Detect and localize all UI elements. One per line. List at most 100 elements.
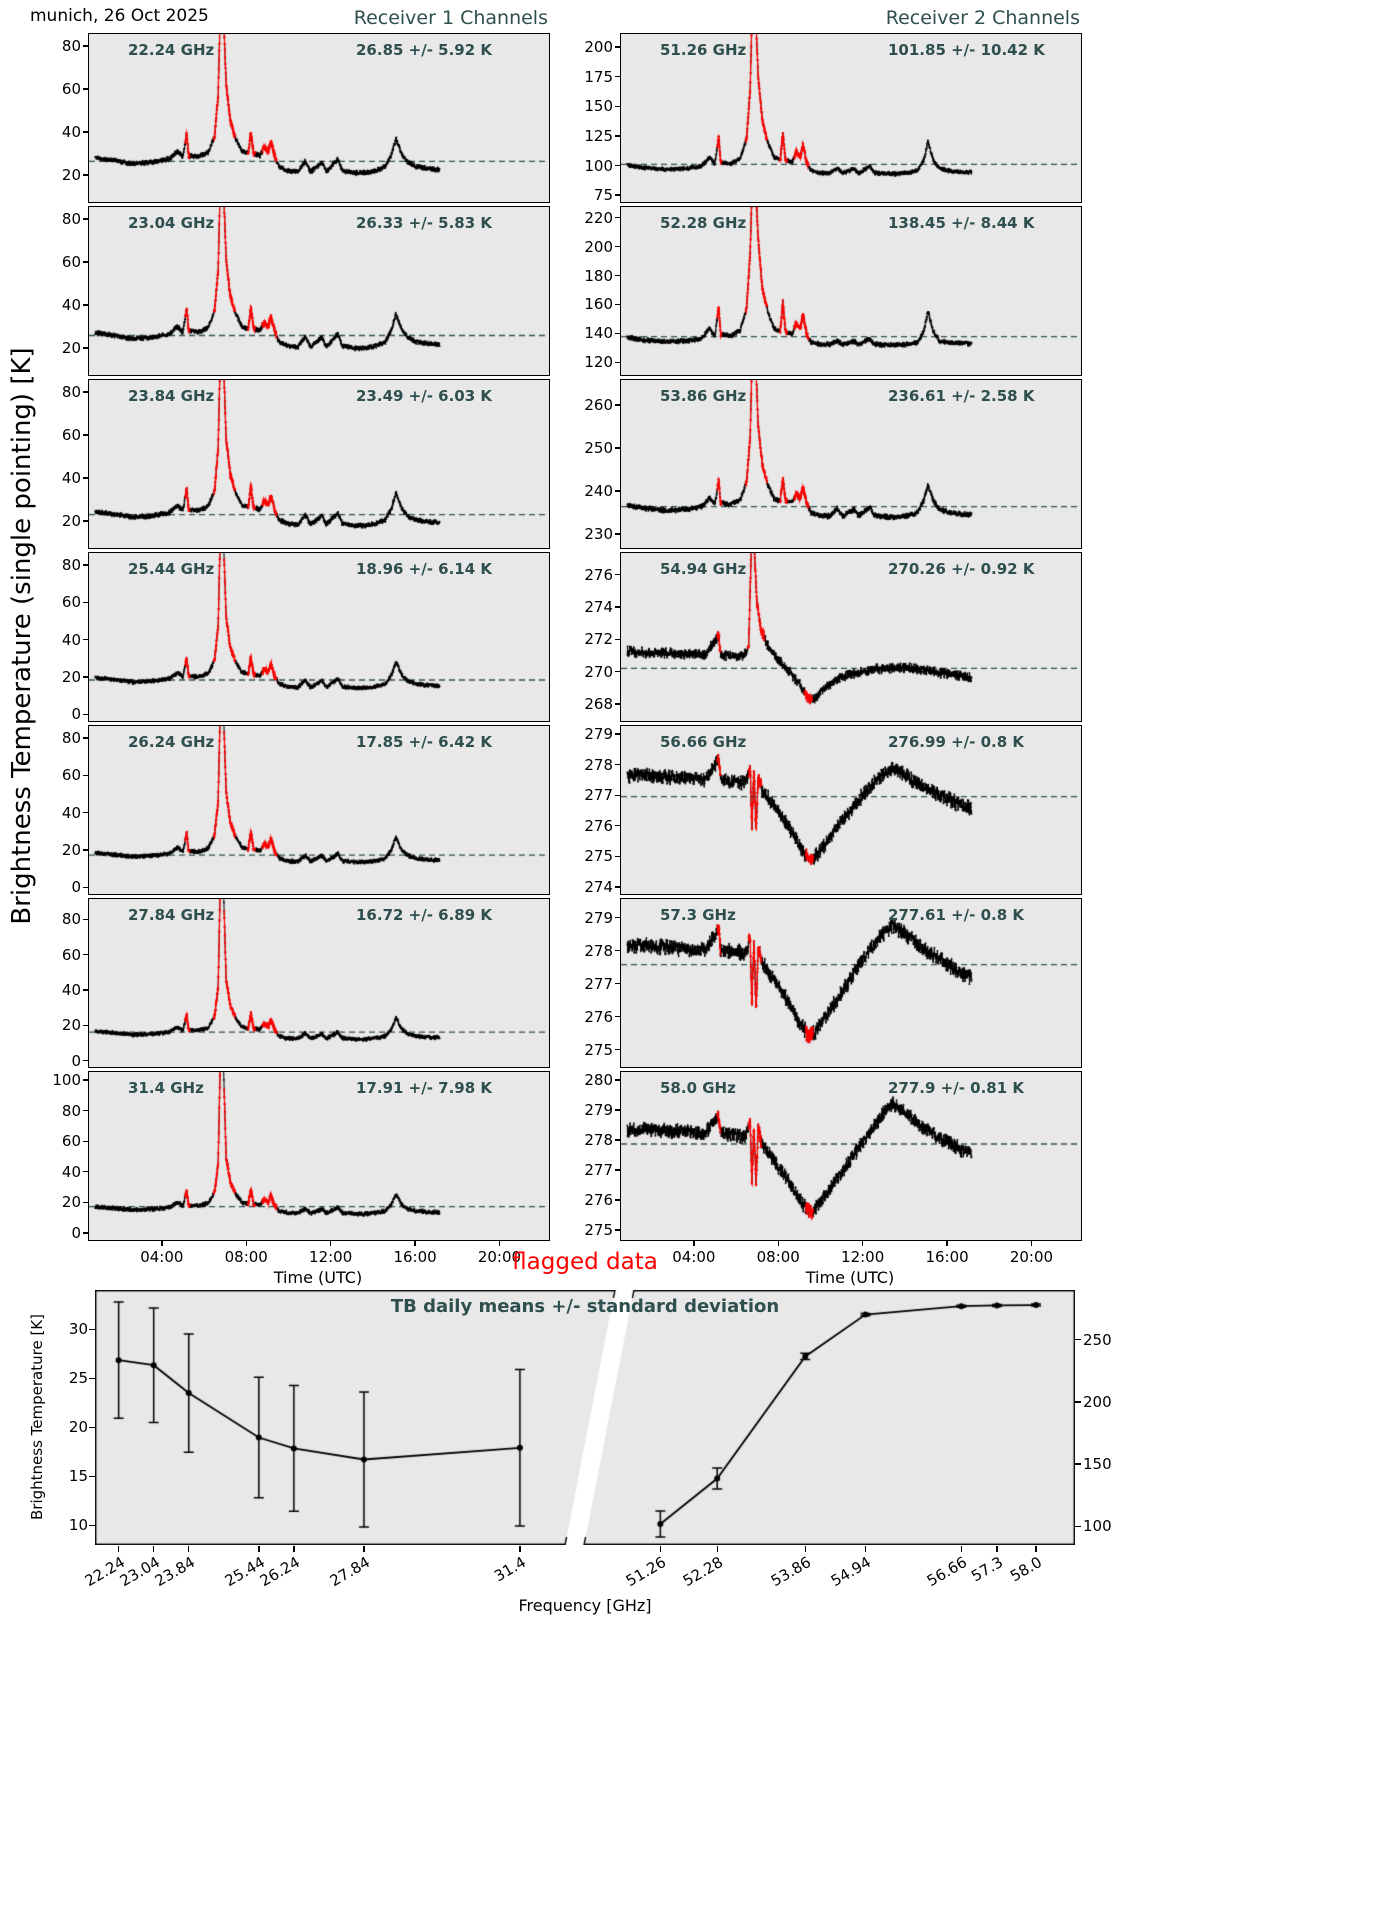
ts-panel-54.94GHz: 54.94 GHz 270.26 +/- 0.92 K 268 270 272 274 27…: [584, 552, 1082, 722]
ts-plot-58.0GHz: [620, 1071, 1082, 1241]
left-axis-tick-mark: [89, 1377, 95, 1379]
freq-tick-mark: [996, 1546, 998, 1552]
y-tick-label: 272: [584, 630, 613, 649]
time-xlabel-left: Time (UTC): [273, 1268, 363, 1287]
y-tick-mark: [83, 1110, 88, 1112]
ts-plot-23.04GHz: [88, 206, 550, 376]
y-tick-mark: [83, 520, 88, 522]
right-axis-tick-label: 200: [1083, 1392, 1112, 1411]
y-tick-label: 275: [584, 1040, 613, 1059]
freq-tick-label: 31.4: [490, 1553, 529, 1586]
y-tick-mark: [615, 1015, 620, 1018]
summary-chart: TB daily means +/- standard deviation Br…: [28, 1290, 1112, 1615]
y-tick-label: 20: [61, 841, 81, 860]
y-tick-label: 180: [584, 266, 613, 285]
x-tick-mark: [329, 1240, 332, 1246]
y-tick-mark: [615, 361, 620, 364]
y-tick-mark: [615, 76, 620, 78]
y-tick-mark: [615, 1169, 620, 1171]
x-tick-label: 04:00: [140, 1248, 184, 1266]
y-tick-mark: [83, 434, 88, 436]
y-tick-mark: [83, 347, 88, 349]
y-tick-label: 80: [61, 1101, 81, 1120]
y-tick-mark: [83, 1024, 88, 1027]
y-tick-mark: [83, 45, 88, 47]
y-tick-label: 270: [584, 662, 613, 681]
ts-plot-27.84GHz: [88, 898, 550, 1068]
freq-tick-mark: [293, 1546, 295, 1552]
y-tick-mark: [83, 1171, 88, 1173]
y-tick-label: 80: [61, 36, 81, 55]
y-tick-mark: [615, 982, 620, 985]
y-tick-label: 276: [584, 816, 613, 835]
right-axis-tick-mark: [1075, 1339, 1081, 1341]
stat-label: 276.99 +/- 0.8 K: [888, 733, 1025, 751]
y-tick-label: 100: [52, 1071, 81, 1090]
ts-plot-31.4GHz: [88, 1071, 550, 1241]
freq-label: 26.24 GHz: [128, 733, 215, 751]
receiver2-title: Receiver 2 Channels: [885, 7, 1080, 29]
y-tick-label: 220: [584, 208, 613, 227]
y-tick-label: 60: [61, 766, 81, 785]
y-tick-label: 80: [61, 382, 81, 401]
ts-plot-57.3GHz: [620, 898, 1082, 1068]
y-tick-mark: [615, 303, 620, 306]
y-tick-mark: [83, 639, 88, 641]
summary-title: TB daily means +/- standard deviation: [390, 1296, 780, 1317]
y-tick-label: 100: [584, 156, 613, 175]
ts-plot-54.94GHz: [620, 552, 1082, 722]
ts-plot-56.66GHz: [620, 725, 1082, 895]
ts-plot-22.24GHz: [88, 33, 550, 203]
y-tick-label: 20: [61, 166, 81, 185]
y-tick-label: 20: [61, 1193, 81, 1212]
y-tick-mark: [615, 1229, 620, 1231]
y-tick-label: 279: [584, 725, 613, 744]
y-tick-label: 40: [61, 803, 81, 822]
stat-label: 23.49 +/- 6.03 K: [356, 387, 493, 405]
y-tick-label: 80: [61, 910, 81, 929]
ts-panel-23.04GHz: 23.04 GHz 26.33 +/- 5.83 K 20 40 60 80: [62, 206, 550, 376]
ts-panel-25.44GHz: 25.44 GHz 18.96 +/- 6.14 K 0 20 40 60 80: [62, 552, 550, 723]
date-label: munich, 26 Oct 2025: [30, 6, 209, 26]
freq-label: 51.26 GHz: [660, 41, 747, 59]
y-tick-label: 20: [61, 668, 81, 687]
y-tick-label: 274: [584, 877, 613, 896]
ts-panel-52.28GHz: 52.28 GHz 138.45 +/- 8.44 K 120 140 160 180 20…: [584, 206, 1082, 376]
stat-label: 26.85 +/- 5.92 K: [356, 41, 493, 59]
y-tick-mark: [615, 950, 620, 952]
y-tick-mark: [83, 304, 88, 306]
freq-label: 31.4 GHz: [128, 1079, 204, 1097]
summary-ylabel: Brightness Temperature [K]: [28, 1314, 46, 1520]
freq-label: 53.86 GHz: [660, 387, 747, 405]
time-xlabel-right: Time (UTC): [805, 1268, 895, 1287]
freq-tick-mark: [1035, 1546, 1037, 1552]
y-tick-label: 120: [584, 353, 613, 372]
freq-label: 52.28 GHz: [660, 214, 747, 232]
freq-label: 25.44 GHz: [128, 560, 215, 578]
y-tick-mark: [615, 917, 620, 919]
y-tick-mark: [83, 1232, 88, 1234]
stat-label: 17.91 +/- 7.98 K: [356, 1079, 493, 1097]
y-tick-mark: [83, 676, 88, 678]
freq-tick-mark: [188, 1546, 190, 1552]
y-tick-label: 40: [61, 123, 81, 142]
y-tick-mark: [83, 812, 88, 814]
freq-label: 27.84 GHz: [128, 906, 215, 924]
y-tick-mark: [615, 1199, 620, 1201]
y-tick-label: 80: [61, 209, 81, 228]
x-tick-label: 12:00: [841, 1248, 885, 1266]
y-tick-label: 80: [61, 556, 81, 575]
y-tick-label: 20: [61, 339, 81, 358]
y-tick-mark: [615, 533, 620, 535]
ts-panel-56.66GHz: 56.66 GHz 276.99 +/- 0.8 K 274 275 276 277 278…: [584, 725, 1082, 896]
y-tick-mark: [615, 490, 620, 492]
freq-tick-label: 51.26: [623, 1553, 670, 1591]
ts-panel-23.84GHz: 23.84 GHz 23.49 +/- 6.03 K 20 40 60 80: [62, 379, 550, 549]
y-tick-label: 60: [61, 253, 81, 271]
freq-tick-mark: [716, 1546, 718, 1552]
y-tick-label: 274: [584, 597, 613, 616]
y-tick-label: 260: [584, 395, 613, 414]
ts-panel-31.4GHz: 31.4 GHz 17.91 +/- 7.98 K 0 20 40 60 80 100 04:0…: [52, 1071, 550, 1266]
x-tick-label: 20:00: [477, 1248, 522, 1266]
